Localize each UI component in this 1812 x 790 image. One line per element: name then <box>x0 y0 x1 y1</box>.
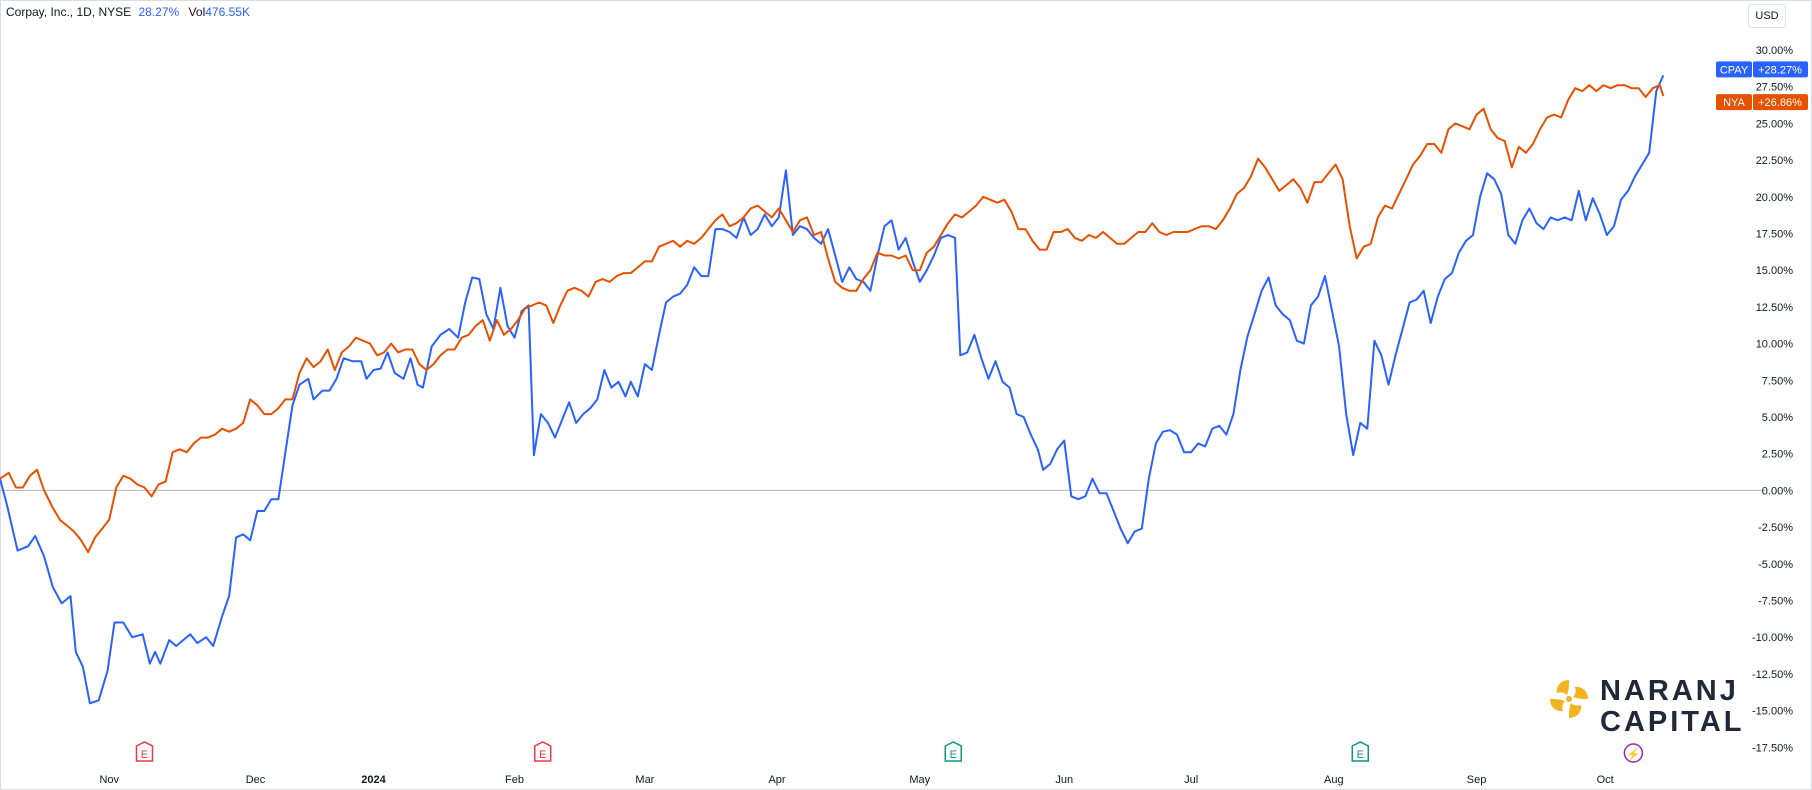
brand-line-1: NARANJ <box>1600 675 1739 707</box>
symbol-label[interactable]: Corpay, Inc., 1D, NYSE <box>6 5 132 19</box>
y-tick-label: 12.50% <box>1756 302 1794 314</box>
tag-name-bg <box>1716 94 1752 111</box>
tag-name: CPAY <box>1720 64 1749 76</box>
brand-name: NARANJ CAPITAL <box>1600 676 1745 738</box>
x-tick-label: Nov <box>99 774 119 786</box>
y-tick-label: 20.00% <box>1756 192 1794 204</box>
y-tick-label: -2.50% <box>1758 522 1793 534</box>
marker-shape <box>533 741 552 762</box>
currency-button[interactable]: USD <box>1748 4 1786 28</box>
marker-shape <box>135 741 154 762</box>
dividend-marker-icon[interactable]: ⚡ <box>1623 743 1644 763</box>
y-tick-label: 27.50% <box>1756 82 1794 94</box>
change-percent: 28.27% <box>138 5 180 19</box>
tag-value-bg <box>1753 61 1808 78</box>
marker-label: E <box>1357 749 1364 761</box>
marker-label: E <box>141 749 148 761</box>
x-tick-label: Jun <box>1055 774 1073 786</box>
marker-label: E <box>950 749 957 761</box>
y-tick-label: 2.50% <box>1762 449 1793 461</box>
marker-shape <box>1351 741 1370 762</box>
y-tick-label: 0.00% <box>1762 485 1793 497</box>
x-tick-label: Feb <box>505 774 524 786</box>
x-tick-label: 2024 <box>361 774 386 786</box>
tag-name-bg <box>1716 61 1752 78</box>
marker-label: ⚡ <box>1627 748 1641 761</box>
y-tick-label: 17.50% <box>1756 229 1794 241</box>
marker-shape <box>1623 743 1644 763</box>
volume-label: Vol <box>188 5 206 19</box>
earnings-marker-icon[interactable]: E <box>533 741 552 762</box>
x-tick-label: Aug <box>1324 774 1344 786</box>
brand-line-2: CAPITAL <box>1600 706 1745 738</box>
y-tick-label: 7.50% <box>1762 375 1793 387</box>
tag-value-bg <box>1753 94 1808 111</box>
earnings-marker-icon[interactable]: E <box>135 741 154 762</box>
y-tick-label: 5.00% <box>1762 412 1793 424</box>
tag-value: +28.27% <box>1758 64 1802 76</box>
naranj-logo-icon <box>1550 680 1588 718</box>
y-tick-label: 22.50% <box>1756 155 1794 167</box>
marker-shape <box>944 741 962 762</box>
y-tick-label: -15.00% <box>1752 706 1793 718</box>
y-tick-label: 25.00% <box>1756 118 1794 130</box>
y-tick-label: -10.00% <box>1752 632 1793 644</box>
x-tick-label: Apr <box>768 774 785 786</box>
marker-label: E <box>539 749 546 761</box>
x-tick-label: Sep <box>1467 774 1487 786</box>
earnings-marker-icon[interactable]: E <box>944 741 962 762</box>
y-tick-label: -12.50% <box>1752 669 1793 681</box>
last-value-tag-nya: NYA +26.86% <box>1716 94 1808 111</box>
x-tick-label: Jul <box>1184 774 1198 786</box>
y-tick-label: 30.00% <box>1756 45 1794 57</box>
y-tick-label: 10.00% <box>1756 339 1794 351</box>
earnings-marker-icon[interactable]: E <box>1351 741 1370 762</box>
tag-name: NYA <box>1723 97 1745 109</box>
x-tick-label: May <box>909 774 930 786</box>
x-tick-label: Dec <box>246 774 266 786</box>
x-tick-label: Oct <box>1597 774 1614 786</box>
tag-value: +26.86% <box>1758 97 1802 109</box>
series-line-cpay[interactable] <box>0 74 1665 705</box>
volume-value: 476.55K <box>205 5 250 19</box>
y-tick-label: -7.50% <box>1758 596 1793 608</box>
last-value-tag-cpay: CPAY +28.27% <box>1716 61 1808 78</box>
y-tick-label: 15.00% <box>1756 265 1794 277</box>
y-tick-label: -17.50% <box>1752 742 1793 754</box>
series-line-nya[interactable] <box>0 84 1665 554</box>
y-tick-label: -5.00% <box>1758 559 1793 571</box>
chart-header: Corpay, Inc., 1D, NYSE 28.27% Vol476.55K <box>6 5 250 19</box>
x-tick-label: Mar <box>635 774 654 786</box>
